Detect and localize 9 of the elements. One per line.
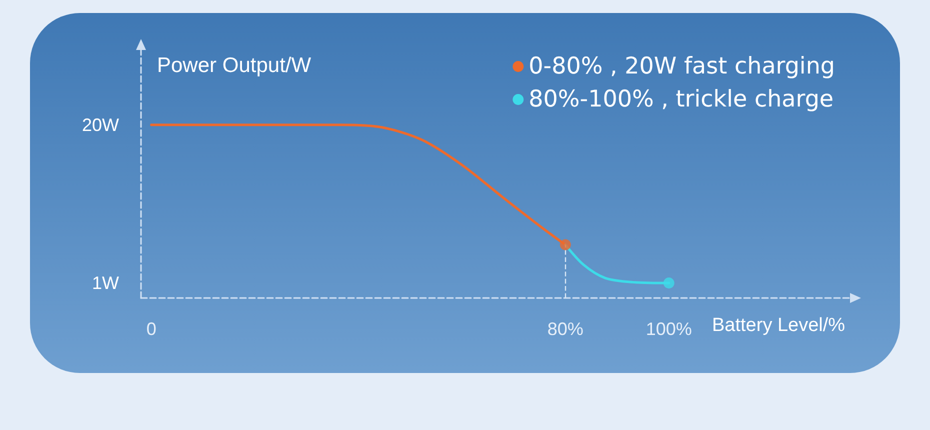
legend-label: 0-80% , 20W fast charging	[528, 54, 836, 80]
y-axis-title: Power Output/W	[157, 54, 312, 77]
y-tick-label: 1W	[92, 273, 120, 294]
x-axis-title: Battery Level/%	[712, 315, 846, 336]
x-tick-label: 80%	[547, 319, 584, 339]
x-tick-label: 100%	[646, 319, 692, 339]
x-tick-label: 0	[146, 319, 156, 339]
legend-label: 80%-100% , trickle charge	[528, 86, 834, 112]
y-tick-label: 20W	[82, 114, 120, 135]
